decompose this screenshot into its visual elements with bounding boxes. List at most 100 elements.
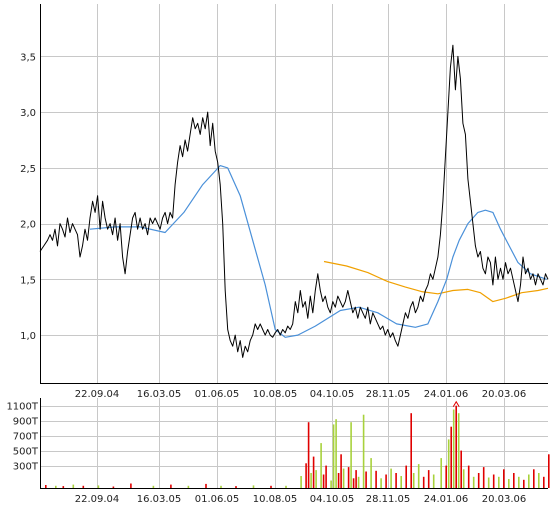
volume-gridlines [40,398,548,488]
volume-bar [235,486,237,488]
volume-bar [498,476,500,488]
price-y-tick-label: 3,0 [20,108,36,119]
volume-x-tick-label: 10.08.05 [253,494,298,505]
price-x-tick-label: 22.09.04 [75,389,120,400]
price-y-tick-label: 1,5 [20,275,36,286]
volume-bar [417,464,420,488]
volume-bar [477,473,480,488]
volume-bar [312,456,315,488]
volume-x-tick-labels: 22.09.04 16.03.05 01.06.05 10.08.05 04.10.05… [75,494,527,505]
volume-bar [350,422,352,488]
volume-bar [362,414,365,488]
volume-bar [460,450,462,488]
volume-bar [370,458,372,488]
volume-bar [503,469,505,488]
volume-bar [445,465,447,488]
price-x-tick-label: 16.03.05 [137,389,182,400]
volume-bar [538,473,540,488]
volume-bar [130,483,132,488]
price-panel: 1,0 1,5 2,0 2,5 3,0 3,5 22.09.04 16.03.05 01.06… [20,4,549,400]
volume-bar [412,473,415,488]
volume-bar [252,485,255,488]
volume-bar [395,473,397,488]
volume-bar [337,473,340,488]
volume-bar [508,479,510,488]
volume-bar [385,474,387,488]
volume-bar [375,470,377,488]
volume-bar [523,479,525,488]
volume-bar [457,413,460,488]
volume-bar [315,470,317,488]
volume-bar [447,439,450,488]
volume-bar [325,465,327,488]
volume-x-tick-label: 16.03.05 [137,494,182,505]
volume-bar [405,465,407,488]
volume-y-tick-label: 900T [13,417,39,428]
volume-bar [307,422,310,488]
volume-bar [322,474,325,488]
volume-bar [452,409,455,488]
volume-x-tick-label: 04.10.05 [310,494,355,505]
volume-x-tick-label: 24.01.06 [424,494,469,505]
price-y-tick-labels: 1,0 1,5 2,0 2,5 3,0 3,5 [20,52,36,342]
volume-bar [97,485,100,488]
volume-bar [390,468,392,488]
volume-bar [82,485,85,488]
volume-bar [220,485,222,488]
price-x-tick-label: 24.01.06 [424,389,469,400]
volume-bar [342,468,345,488]
volume-bar [285,485,287,488]
volume-bar [410,413,412,488]
volume-bar [400,476,402,488]
volume-bar [352,478,355,488]
price-x-tick-label: 10.08.05 [253,389,298,400]
volume-bar [422,476,425,488]
volume-bar [205,483,207,488]
volume-bar [300,476,302,488]
volume-bar [440,458,442,488]
volume-y-tick-labels: 300T 500T 700T 900T 1100T [6,402,38,473]
volume-bar [450,426,452,488]
volume-bar [72,484,75,488]
volume-bar [427,470,430,488]
volume-bar [45,485,47,488]
volume-bar [330,480,332,488]
volume-bar [472,476,475,488]
volume-bar [170,484,172,488]
price-series [39,44,549,358]
price-x-tick-label: 20.03.06 [482,389,527,400]
volume-bar [347,467,350,488]
volume-bar [380,478,382,488]
price-x-tick-label: 28.11.05 [366,389,411,400]
volume-x-tick-label: 20.03.06 [482,494,527,505]
volume-bar [152,485,155,488]
volume-bar [62,486,65,488]
series-line-ma_short [89,165,547,338]
volume-bar [528,474,530,488]
price-y-tick-label: 2,5 [20,164,36,175]
volume-bars [45,400,550,488]
volume-x-tick-label: 01.06.05 [195,494,240,505]
volume-bar [357,476,360,488]
volume-bar [310,473,312,488]
volume-bar [305,463,307,488]
price-y-tick-label: 1,0 [20,331,36,342]
volume-bar [340,454,342,488]
volume-bar [513,473,515,488]
volume-bar [320,443,322,488]
volume-bar [365,471,367,488]
volume-bar [492,474,495,488]
volume-bar [432,474,435,488]
volume-y-tick-label: 700T [13,432,39,443]
volume-y-tick-label: 500T [13,447,39,458]
volume-bar [270,485,272,488]
volume-bar [187,485,190,488]
price-x-tick-labels: 22.09.04 16.03.05 01.06.05 10.08.05 04.10.05… [75,389,527,400]
volume-panel: 300T 500T 700T 900T 1100T 22.09.04 16.03.05 01… [6,398,550,505]
volume-bar [112,486,115,488]
volume-bar [467,465,470,488]
volume-bar [482,467,485,488]
volume-bar [355,470,357,488]
volume-bar [332,424,335,488]
